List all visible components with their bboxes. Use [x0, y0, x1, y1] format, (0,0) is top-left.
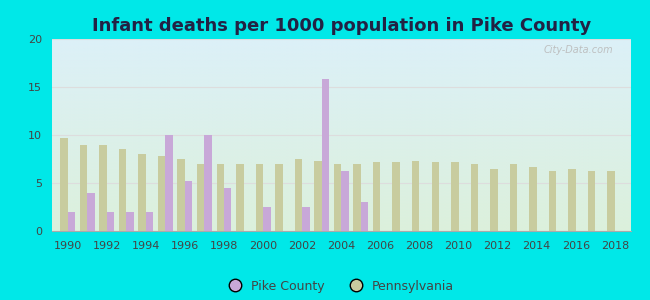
Bar — [393, 162, 400, 231]
Bar — [341, 172, 348, 231]
Bar — [315, 161, 322, 231]
Bar — [80, 145, 87, 231]
Bar — [185, 181, 192, 231]
Bar — [490, 169, 498, 231]
Bar — [549, 170, 556, 231]
Bar — [263, 207, 270, 231]
Bar — [68, 212, 75, 231]
Bar — [294, 159, 302, 231]
Bar — [302, 207, 309, 231]
Bar — [138, 154, 146, 231]
Bar — [334, 164, 341, 231]
Bar — [119, 149, 126, 231]
Bar — [236, 164, 244, 231]
Bar — [60, 138, 68, 231]
Bar — [354, 164, 361, 231]
Bar — [361, 202, 368, 231]
Bar — [216, 164, 224, 231]
Bar — [87, 193, 95, 231]
Bar — [412, 161, 419, 231]
Bar — [373, 162, 380, 231]
Bar — [275, 164, 283, 231]
Bar — [197, 164, 205, 231]
Bar — [529, 167, 537, 231]
Bar — [432, 162, 439, 231]
Bar — [568, 169, 576, 231]
Bar — [322, 79, 329, 231]
Bar — [510, 164, 517, 231]
Bar — [471, 164, 478, 231]
Bar — [451, 162, 458, 231]
Bar — [165, 135, 173, 231]
Bar — [205, 135, 212, 231]
Legend: Pike County, Pennsylvania: Pike County, Pennsylvania — [224, 275, 459, 298]
Bar — [255, 164, 263, 231]
Bar — [99, 145, 107, 231]
Bar — [588, 170, 595, 231]
Bar — [608, 172, 615, 231]
Bar — [146, 212, 153, 231]
Bar — [177, 159, 185, 231]
Bar — [126, 212, 134, 231]
Bar — [158, 156, 165, 231]
Bar — [107, 212, 114, 231]
Bar — [224, 188, 231, 231]
Text: City-Data.com: City-Data.com — [543, 45, 613, 55]
Title: Infant deaths per 1000 population in Pike County: Infant deaths per 1000 population in Pik… — [92, 17, 591, 35]
